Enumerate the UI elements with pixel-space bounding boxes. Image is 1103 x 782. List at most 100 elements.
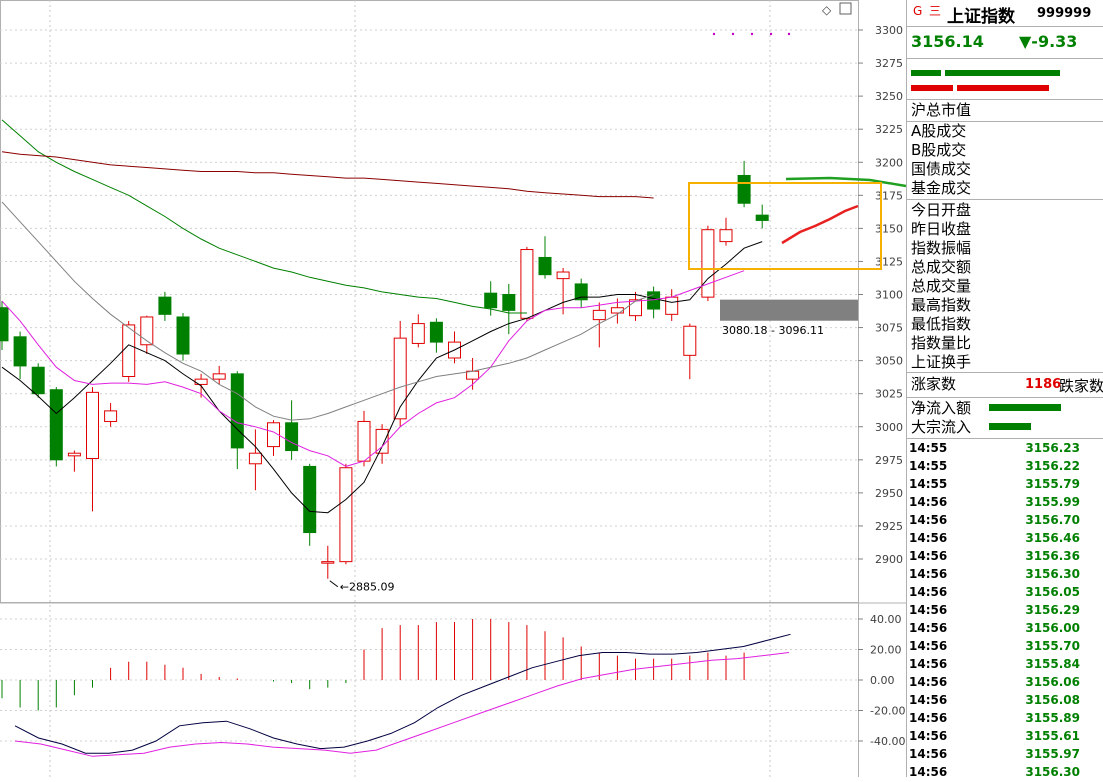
tick-time: 14:55 xyxy=(909,441,948,455)
tick-time: 14:56 xyxy=(909,765,948,779)
candle-body xyxy=(719,229,733,243)
sub-y-tick-label: 20.00 xyxy=(870,644,902,657)
market-value-label-0: 沪总市值 xyxy=(911,101,972,119)
tick-row: 14:56 3155.70 xyxy=(907,638,1103,656)
candle-body xyxy=(357,420,371,462)
turnover-label-0: A股成交 xyxy=(911,122,967,140)
rise-fall-row: 涨家数 1186 跌家数 xyxy=(907,374,1103,396)
turnover-label-1: B股成交 xyxy=(911,141,967,159)
menu-icon[interactable]: 三 xyxy=(929,4,942,18)
y-tick-label: 3200 xyxy=(875,156,903,169)
index-stat-label-8: 上证换手 xyxy=(911,353,972,371)
marker-dot xyxy=(787,32,791,36)
range-band xyxy=(720,299,858,321)
index-stat-label-4: 总成交量 xyxy=(911,277,972,295)
candle-body xyxy=(393,337,407,420)
ma-line xyxy=(1,151,654,199)
ma-line xyxy=(1,201,654,421)
candle-body xyxy=(538,256,552,276)
tick-value: 3155.70 xyxy=(1025,639,1080,653)
ma-extension-red xyxy=(781,204,859,245)
tick-row: 14:56 3156.30 xyxy=(907,764,1103,782)
y-tick-label: 3100 xyxy=(875,289,903,302)
tick-value: 3156.46 xyxy=(1025,531,1080,545)
candle-body xyxy=(31,366,45,395)
candle-body xyxy=(49,389,63,461)
indicator-line-magenta xyxy=(14,652,790,757)
net-inflow-label: 净流入额 xyxy=(911,399,972,417)
tick-row: 14:56 3156.36 xyxy=(907,548,1103,566)
tick-time: 14:56 xyxy=(909,567,948,581)
candle-body xyxy=(86,391,99,459)
marker-dot xyxy=(769,32,773,36)
candle-body xyxy=(67,452,81,457)
candle-body xyxy=(230,373,244,449)
block-inflow-label: 大宗流入 xyxy=(911,418,972,436)
candle-body xyxy=(158,296,172,315)
tick-value: 3155.99 xyxy=(1025,495,1080,509)
tick-time: 14:56 xyxy=(909,603,948,617)
tick-value: 3156.30 xyxy=(1025,567,1080,581)
diamond-icon: ◇ xyxy=(822,3,832,17)
indicator-line-dark xyxy=(14,633,791,754)
tick-row: 14:55 3155.79 xyxy=(907,476,1103,494)
range-label: 3080.18 - 3096.11 xyxy=(722,324,824,337)
index-stat-label-5: 最高指数 xyxy=(911,296,972,314)
tick-time: 14:56 xyxy=(909,729,948,743)
candle-body xyxy=(411,323,425,344)
tick-value: 3156.30 xyxy=(1025,765,1080,779)
candle-body xyxy=(701,229,715,298)
y-tick-label: 3075 xyxy=(875,322,903,335)
fall-label: 跌家数 xyxy=(1059,377,1103,395)
index-stat-label-3: 总成交额 xyxy=(911,258,972,276)
marker-dot xyxy=(712,32,716,36)
y-tick-label: 2925 xyxy=(875,520,903,533)
sub-y-tick-label: -20.00 xyxy=(870,705,905,718)
candle-body xyxy=(267,422,280,448)
tick-time: 14:55 xyxy=(909,459,948,473)
candle-body xyxy=(610,307,624,314)
rise-label: 涨家数 xyxy=(911,375,957,393)
buy-sell-bar-red xyxy=(911,85,1061,91)
tick-row: 14:56 3155.61 xyxy=(907,728,1103,746)
tick-value: 3155.61 xyxy=(1025,729,1080,743)
tick-value: 3156.22 xyxy=(1025,459,1080,473)
ma-line xyxy=(1,119,527,314)
candle-body xyxy=(122,324,136,377)
y-tick-label: 2900 xyxy=(875,553,903,566)
tick-value: 3156.00 xyxy=(1025,621,1080,635)
tick-time: 14:56 xyxy=(909,747,948,761)
g-icon[interactable]: G xyxy=(913,4,923,18)
tick-time: 14:56 xyxy=(909,693,948,707)
y-tick-label: 3300 xyxy=(875,24,903,37)
candle-body xyxy=(285,422,299,452)
y-tick-label: 3225 xyxy=(875,123,903,136)
tick-value: 3155.84 xyxy=(1025,657,1080,671)
block-inflow-bar xyxy=(989,423,1031,430)
candle-body xyxy=(429,321,443,343)
index-stat-label-0: 今日开盘 xyxy=(911,201,972,219)
index-stat-label-7: 指数量比 xyxy=(911,334,972,352)
highlight-box xyxy=(688,182,882,270)
tick-row: 14:55 3156.22 xyxy=(907,458,1103,476)
tick-row: 14:55 3156.23 xyxy=(907,440,1103,458)
tick-time: 14:56 xyxy=(909,621,948,635)
candle-body xyxy=(683,325,697,356)
y-tick-label: 3025 xyxy=(875,388,903,401)
y-tick-label: 3050 xyxy=(875,355,903,368)
y-tick-label: 3250 xyxy=(875,90,903,103)
index-code: 999999 xyxy=(1037,6,1092,21)
tick-value: 3156.29 xyxy=(1025,603,1080,617)
sub-y-tick-label: -40.00 xyxy=(870,735,905,748)
low-label: ←2885.09 xyxy=(340,581,395,594)
tick-row: 14:56 3155.97 xyxy=(907,746,1103,764)
tick-value: 3155.89 xyxy=(1025,711,1080,725)
tick-time: 14:56 xyxy=(909,531,948,545)
tick-row: 14:56 3156.30 xyxy=(907,566,1103,584)
kline-chart[interactable]: 3300 3275 3250 3225 3200 3175 3150 3125 3100 3075… xyxy=(0,0,906,777)
index-name: 上证指数 xyxy=(947,7,1015,27)
candle-body xyxy=(574,283,588,301)
turnover-label-2: 国债成交 xyxy=(911,160,972,178)
candle-body xyxy=(466,370,480,380)
ma-extension-green xyxy=(785,176,906,188)
